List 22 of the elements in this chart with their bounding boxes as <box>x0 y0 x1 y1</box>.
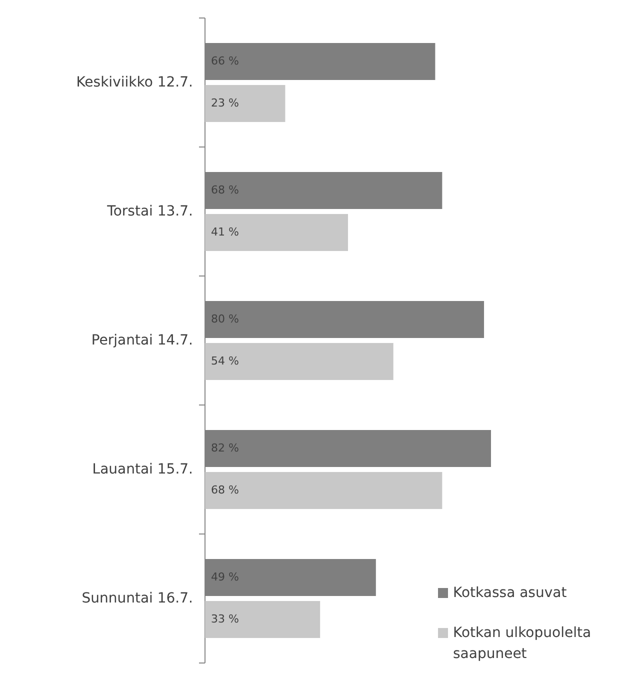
data-label: 80 % <box>211 312 239 326</box>
data-label: 68 % <box>211 184 239 197</box>
legend-label: Kotkan ulkopuolelta saapuneet <box>453 624 592 662</box>
data-label: 82 % <box>211 442 239 455</box>
data-label: 23 % <box>211 96 239 110</box>
y-tick-label: Torstai 13.7. <box>106 203 193 220</box>
bar <box>205 343 394 380</box>
legend-label: Kotkassa asuvat <box>453 584 568 601</box>
data-label: 41 % <box>211 226 239 239</box>
bar <box>205 601 320 638</box>
y-tick-label: Keskiviikko 12.7. <box>76 74 193 90</box>
data-label: 54 % <box>211 354 239 368</box>
data-label: 33 % <box>211 612 239 626</box>
bar <box>205 214 348 251</box>
y-tick-label: Sunnuntai 16.7. <box>82 590 193 606</box>
data-label: 68 % <box>211 484 239 497</box>
data-label: 49 % <box>211 570 239 584</box>
bar <box>205 85 286 122</box>
y-tick-label: Perjantai 14.7. <box>91 332 193 348</box>
y-tick-label: Lauantai 15.7. <box>92 461 193 478</box>
data-label: 66 % <box>211 54 239 68</box>
bar <box>205 472 442 509</box>
